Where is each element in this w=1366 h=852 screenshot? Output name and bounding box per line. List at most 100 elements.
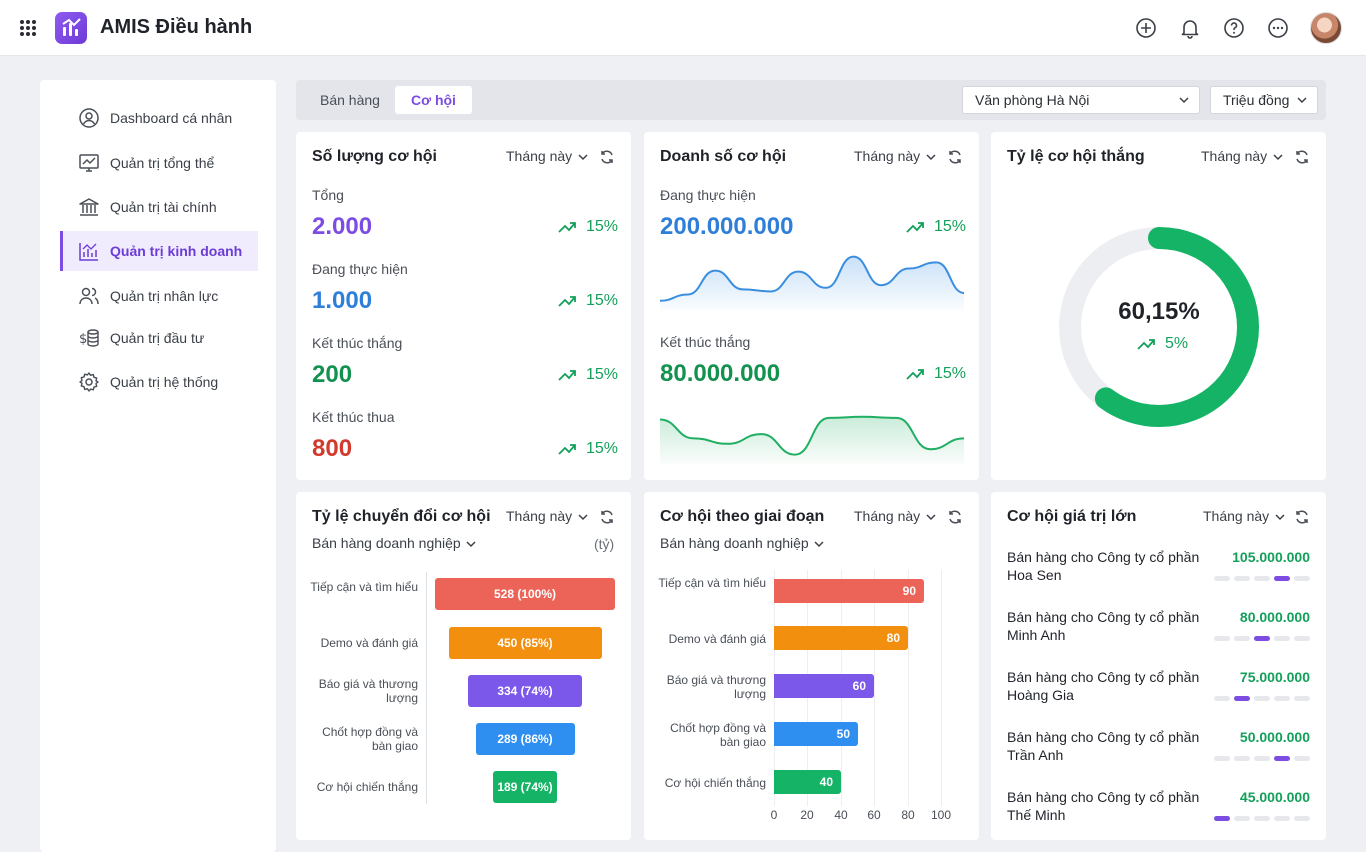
help-icon[interactable]: [1222, 16, 1246, 40]
chevron-down-icon: [1275, 514, 1285, 521]
sidebar-item-label: Quản trị tài chính: [110, 199, 217, 215]
period-select[interactable]: Tháng này: [1203, 508, 1285, 524]
funnel-axis: [426, 572, 427, 804]
stage-dot: [1254, 636, 1270, 641]
funnel-label: Báo giá và thương lượng: [318, 677, 418, 705]
sidebar-item-label: Quản trị kinh doanh: [110, 243, 243, 259]
period-select-value: Tháng này: [854, 148, 921, 164]
trend-up-icon: [558, 444, 576, 455]
opportunity-name[interactable]: Bán hàng cho Công ty cổ phần Minh Anh: [1007, 609, 1200, 643]
metric-label: Tổng: [312, 187, 344, 203]
sidebar-item-hr[interactable]: Quản trị nhân lực: [60, 276, 258, 316]
stage-dot: [1294, 576, 1310, 581]
chevron-down-icon: [1297, 97, 1307, 104]
stage-dot: [1254, 756, 1270, 761]
funnel-label: Cơ hội chiến thắng: [316, 780, 418, 794]
more-icon[interactable]: [1266, 16, 1290, 40]
period-select[interactable]: Tháng này: [506, 148, 588, 164]
sparkline-area: [660, 416, 964, 464]
metric-label: Kết thúc thắng: [660, 334, 751, 350]
unit-select[interactable]: Triệu đồng: [1210, 86, 1318, 114]
unit-select-value: Triệu đồng: [1223, 92, 1290, 108]
refresh-icon[interactable]: [599, 509, 615, 525]
stage-bar: 90: [774, 579, 924, 603]
funnel-bar: 450 (85%): [448, 627, 602, 659]
sparkline-in-progress: [660, 255, 964, 310]
chevron-down-icon: [926, 154, 936, 161]
opportunity-name[interactable]: Bán hàng cho Công ty cổ phần Trần Anh: [1007, 729, 1200, 763]
card-title: Cơ hội giá trị lớn: [1007, 508, 1137, 525]
stage-dot: [1294, 816, 1310, 821]
opportunity-name[interactable]: Bán hàng cho Công ty cổ phần Hoa Sen: [1007, 549, 1200, 583]
metric-label: Kết thúc thắng: [312, 335, 403, 351]
sidebar-item-finance[interactable]: Quản trị tài chính: [60, 187, 258, 227]
sidebar-item-overview[interactable]: Quản trị tổng thể: [60, 143, 258, 183]
refresh-icon[interactable]: [947, 149, 963, 165]
tab-sales[interactable]: Bán hàng: [320, 92, 380, 108]
period-select[interactable]: Tháng này: [854, 148, 936, 164]
svg-text:$: $: [79, 332, 87, 347]
stage-dot: [1294, 696, 1310, 701]
trend-up: 5%: [1137, 335, 1188, 353]
chevron-down-icon: [578, 154, 588, 161]
opportunity-value: 45.000.000: [1239, 789, 1310, 805]
bell-icon[interactable]: [1178, 16, 1202, 40]
grid-line: [874, 570, 875, 806]
opportunity-name[interactable]: Bán hàng cho Công ty cổ phần Thế Minh: [1007, 789, 1200, 823]
sidebar-item-label: Quản trị nhân lực: [110, 288, 219, 304]
card-title: Cơ hội theo giai đoạn: [660, 508, 825, 525]
opportunity-name[interactable]: Bán hàng cho Công ty cổ phần Hoàng Gia: [1007, 669, 1200, 703]
office-select-value: Văn phòng Hà Nội: [975, 92, 1090, 108]
sparkline-line: [660, 415, 964, 456]
metric-label: Đang thực hiện: [660, 187, 756, 203]
metric-label: Kết thúc thua: [312, 409, 395, 425]
chevron-down-icon: [814, 541, 824, 548]
trend-up-icon: [906, 369, 924, 380]
segment-select[interactable]: Bán hàng doanh nghiệp: [312, 535, 476, 551]
office-select[interactable]: Văn phòng Hà Nội: [962, 86, 1200, 114]
win-rate-card: Tỷ lệ cơ hội thắng Tháng này 60,15% 5%: [991, 132, 1326, 480]
user-avatar[interactable]: [1310, 12, 1342, 44]
segment-select-value: Bán hàng doanh nghiệp: [660, 535, 809, 551]
stage-progress: [1210, 696, 1310, 701]
tab-opportunity[interactable]: Cơ hội: [395, 86, 472, 114]
trend-up-icon: [558, 296, 576, 307]
stage-dot: [1274, 696, 1290, 701]
sidebar-item-sales[interactable]: Quản trị kinh doanh: [60, 231, 258, 271]
stage-dot: [1274, 636, 1290, 641]
refresh-icon[interactable]: [1294, 509, 1310, 525]
period-select[interactable]: Tháng này: [506, 508, 588, 524]
funnel-bar: 334 (74%): [468, 675, 582, 707]
stage-dot: [1294, 756, 1310, 761]
app-logo: [55, 12, 87, 44]
opportunity-revenue-card: Doanh số cơ hội Tháng này Đang thực hiện…: [644, 132, 979, 480]
top-bar: AMIS Điều hành: [0, 0, 1366, 56]
segment-select[interactable]: Bán hàng doanh nghiệp: [660, 535, 824, 551]
sidebar-item-label: Quản trị hệ thống: [110, 374, 219, 390]
period-select[interactable]: Tháng này: [854, 508, 936, 524]
metric-value-in-progress: 1.000: [312, 287, 373, 314]
refresh-icon[interactable]: [1294, 149, 1310, 165]
refresh-icon[interactable]: [947, 509, 963, 525]
conversion-rate-card: Tỷ lệ chuyển đổi cơ hội Tháng này Bán hà…: [296, 492, 631, 840]
stage-bar: 80: [774, 626, 908, 650]
stage-dot: [1274, 756, 1290, 761]
period-select[interactable]: Tháng này: [1201, 148, 1283, 164]
stage-progress: [1210, 816, 1310, 821]
sidebar-item-system[interactable]: Quản trị hệ thống: [60, 362, 258, 402]
add-icon[interactable]: [1134, 16, 1158, 40]
trend-up: 15%: [906, 365, 966, 383]
segment-select-value: Bán hàng doanh nghiệp: [312, 535, 461, 551]
stage-bar: 50: [774, 722, 858, 746]
chevron-down-icon: [926, 514, 936, 521]
chevron-down-icon: [1273, 154, 1283, 161]
large-opportunities-card: Cơ hội giá trị lớn Tháng này Bán hàng ch…: [991, 492, 1326, 840]
period-select-value: Tháng này: [506, 508, 573, 524]
metric-value-won: 200: [312, 361, 353, 388]
opportunity-stage-card: Cơ hội theo giai đoạn Tháng này Bán hàng…: [644, 492, 979, 840]
sidebar-item-dashboard[interactable]: Dashboard cá nhân: [60, 98, 258, 138]
refresh-icon[interactable]: [599, 149, 615, 165]
stage-dot: [1254, 696, 1270, 701]
app-grid-icon[interactable]: [19, 19, 37, 37]
sidebar-item-investment[interactable]: $ Quản trị đầu tư: [60, 318, 258, 358]
